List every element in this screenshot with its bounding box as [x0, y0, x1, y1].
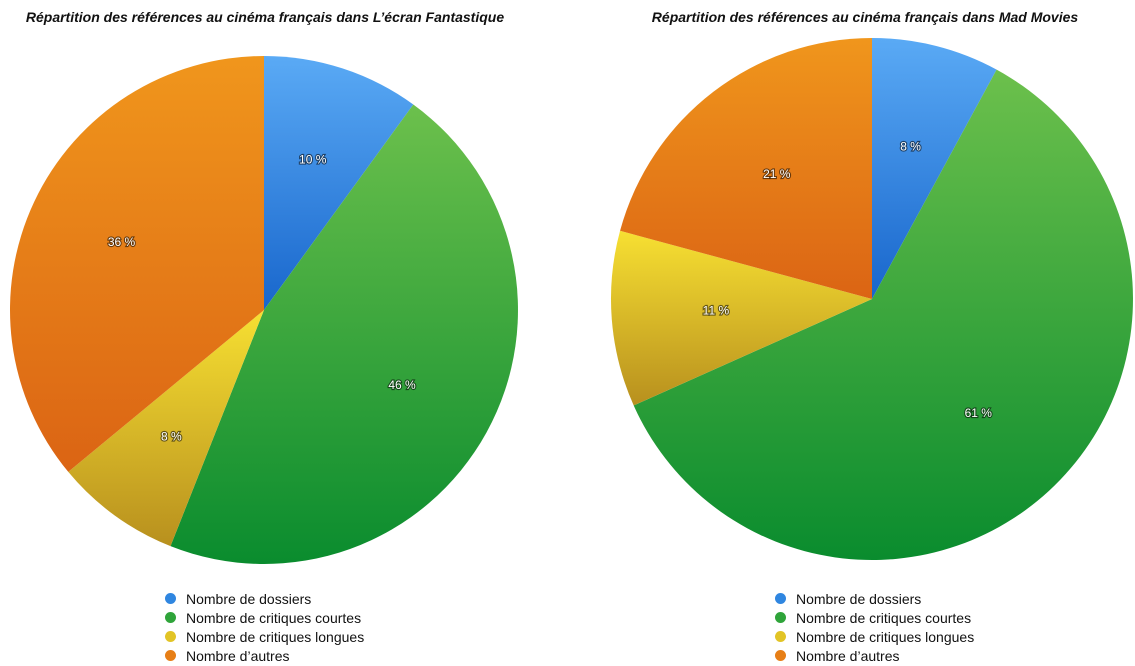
slice-label-critiques-courtes: 61 % — [965, 406, 993, 420]
legend-swatch-autres — [775, 650, 786, 661]
legend-item-critiques-longues: Nombre de critiques longues — [775, 627, 974, 646]
legend-item-dossiers: Nombre de dossiers — [775, 589, 974, 608]
pie-ecran-fantastique: 10 % 46 % 8 % 36 % — [9, 56, 518, 564]
legend-item-critiques-longues: Nombre de critiques longues — [165, 627, 364, 646]
slice-dossiers — [872, 38, 997, 299]
slice-critiques-longues — [610, 230, 872, 406]
chart-title-mad-movies: Répartition des références au cinéma fra… — [651, 9, 1079, 25]
legend-item-critiques-courtes: Nombre de critiques courtes — [165, 608, 364, 627]
slice-critiques-courtes — [633, 69, 1133, 560]
legend-ecran-fantastique: Nombre de dossiers Nombre de critiques c… — [165, 589, 364, 665]
legend-label-dossiers: Nombre de dossiers — [796, 590, 922, 607]
legend-mad-movies: Nombre de dossiers Nombre de critiques c… — [775, 589, 974, 665]
slice-critiques-courtes — [170, 104, 518, 564]
legend-swatch-autres — [165, 650, 176, 661]
legend-label-autres: Nombre d’autres — [186, 647, 290, 664]
slice-label-critiques-longues: 11 % — [703, 303, 730, 317]
slice-critiques-longues — [68, 310, 264, 547]
legend-label-critiques-courtes: Nombre de critiques courtes — [186, 609, 362, 626]
legend-swatch-dossiers — [775, 593, 786, 604]
legend-label-critiques-longues: Nombre de critiques longues — [186, 628, 365, 645]
legend-swatch-critiques-longues — [775, 631, 786, 642]
legend-item-autres: Nombre d’autres — [775, 646, 974, 665]
legend-swatch-critiques-courtes — [165, 612, 176, 623]
pie-mad-movies: 8 % 61 % 11 % 21 % — [610, 38, 1133, 560]
slice-label-autres: 21 % — [763, 167, 791, 181]
slice-dossiers — [264, 56, 414, 310]
legend-label-dossiers: Nombre de dossiers — [186, 590, 312, 607]
legend-item-dossiers: Nombre de dossiers — [165, 589, 364, 608]
legend-item-critiques-courtes: Nombre de critiques courtes — [775, 608, 974, 627]
legend-label-critiques-longues: Nombre de critiques longues — [796, 628, 975, 645]
legend-item-autres: Nombre d’autres — [165, 646, 364, 665]
legend-swatch-dossiers — [165, 593, 176, 604]
slice-label-dossiers: 8 % — [900, 139, 921, 153]
slice-autres — [9, 56, 264, 472]
chart-title-ecran-fantastique: Répartition des références au cinéma fra… — [25, 9, 505, 25]
legend-swatch-critiques-longues — [165, 631, 176, 642]
legend-label-critiques-courtes: Nombre de critiques courtes — [796, 609, 972, 626]
slice-label-dossiers: 10 % — [299, 152, 327, 166]
legend-swatch-critiques-courtes — [775, 612, 786, 623]
legend-label-autres: Nombre d’autres — [796, 647, 900, 664]
slice-label-autres: 36 % — [108, 235, 136, 249]
slice-label-critiques-courtes: 46 % — [388, 378, 416, 392]
slice-autres — [620, 38, 872, 299]
slice-label-critiques-longues: 8 % — [161, 430, 182, 444]
